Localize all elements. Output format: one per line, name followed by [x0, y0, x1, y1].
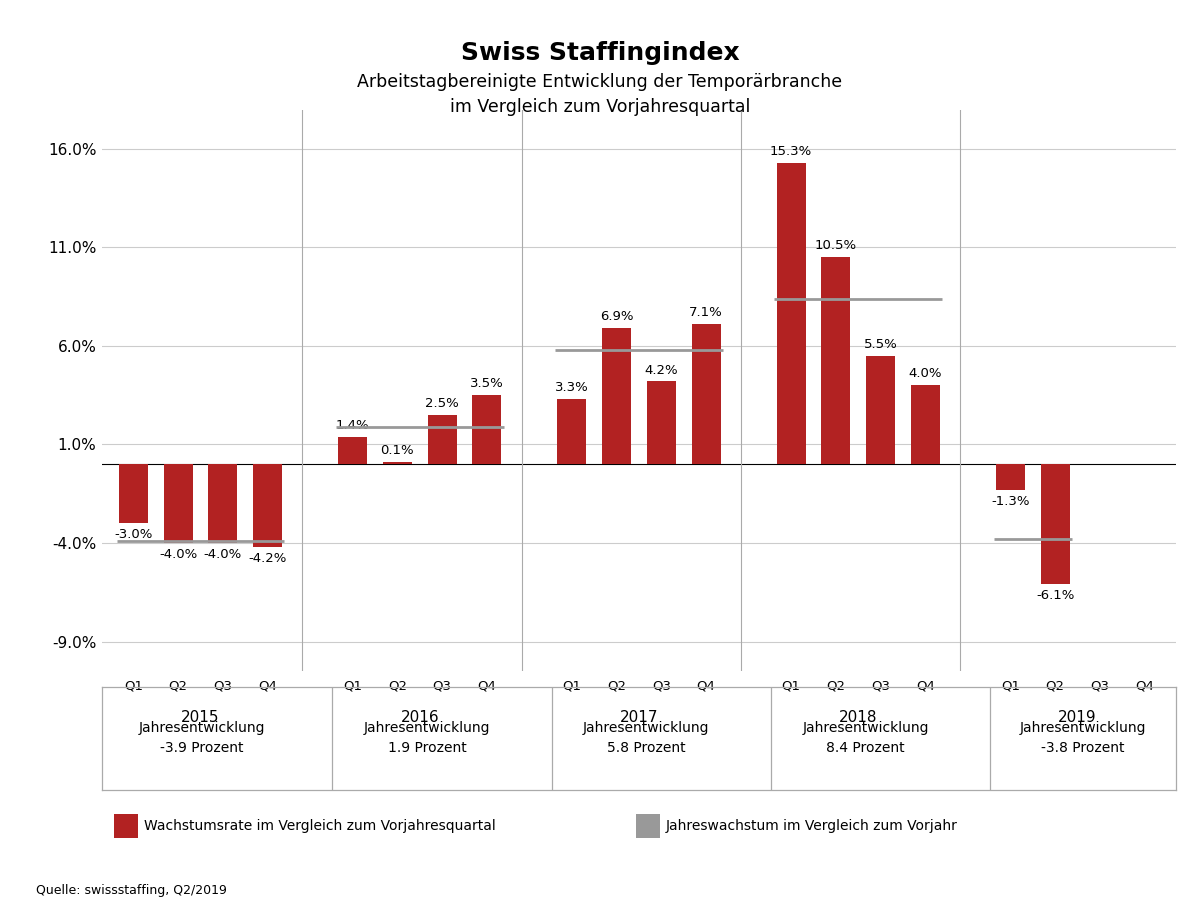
Text: Jahresentwicklung
1.9 Prozent: Jahresentwicklung 1.9 Prozent: [364, 721, 491, 755]
Text: Jahresentwicklung
-3.8 Prozent: Jahresentwicklung -3.8 Prozent: [1020, 721, 1146, 755]
Bar: [911, 385, 940, 464]
Text: Jahresentwicklung
5.8 Prozent: Jahresentwicklung 5.8 Prozent: [583, 721, 709, 755]
Bar: [691, 324, 721, 464]
Text: 2019: 2019: [1058, 710, 1097, 726]
Text: 3.3%: 3.3%: [554, 382, 589, 394]
Text: 4.0%: 4.0%: [908, 367, 942, 381]
Bar: [383, 462, 412, 464]
Text: Jahresentwicklung
8.4 Prozent: Jahresentwicklung 8.4 Prozent: [803, 721, 929, 755]
Bar: [163, 464, 193, 543]
Bar: [1040, 464, 1069, 584]
Text: -4.0%: -4.0%: [204, 548, 242, 561]
Text: -4.0%: -4.0%: [158, 548, 197, 561]
Text: 4.2%: 4.2%: [644, 363, 678, 376]
Text: 2.5%: 2.5%: [425, 397, 458, 410]
Bar: [602, 329, 631, 464]
Text: -4.2%: -4.2%: [248, 551, 287, 565]
Text: 6.9%: 6.9%: [600, 310, 634, 323]
Text: 1.4%: 1.4%: [336, 419, 370, 432]
Text: 0.1%: 0.1%: [380, 445, 414, 457]
Bar: [557, 399, 587, 464]
Text: Jahresentwicklung
-3.9 Prozent: Jahresentwicklung -3.9 Prozent: [139, 721, 265, 755]
Bar: [647, 382, 676, 464]
Text: 3.5%: 3.5%: [470, 377, 504, 391]
Bar: [338, 436, 367, 464]
Bar: [209, 464, 238, 543]
Bar: [776, 163, 805, 464]
Bar: [119, 464, 148, 523]
Text: 2017: 2017: [619, 710, 659, 726]
Text: 7.1%: 7.1%: [689, 307, 724, 320]
Bar: [866, 356, 895, 464]
Text: Swiss Staffingindex: Swiss Staffingindex: [461, 41, 739, 65]
Text: -1.3%: -1.3%: [991, 495, 1030, 508]
Text: Wachstumsrate im Vergleich zum Vorjahresquartal: Wachstumsrate im Vergleich zum Vorjahres…: [144, 819, 496, 834]
Text: 2015: 2015: [181, 710, 220, 726]
Text: 2018: 2018: [839, 710, 877, 726]
Text: 2016: 2016: [401, 710, 439, 726]
Text: -6.1%: -6.1%: [1036, 589, 1074, 603]
Bar: [473, 395, 502, 464]
Text: 5.5%: 5.5%: [864, 338, 898, 351]
Text: 10.5%: 10.5%: [815, 239, 857, 252]
Bar: [253, 464, 282, 547]
Bar: [821, 257, 851, 464]
Bar: [996, 464, 1025, 489]
Text: Arbeitstagbereinigte Entwicklung der Temporärbranche
im Vergleich zum Vorjahresq: Arbeitstagbereinigte Entwicklung der Tem…: [358, 73, 842, 116]
Text: Quelle: swissstaffing, Q2/2019: Quelle: swissstaffing, Q2/2019: [36, 884, 227, 897]
Text: 15.3%: 15.3%: [770, 145, 812, 158]
Text: Jahreswachstum im Vergleich zum Vorjahr: Jahreswachstum im Vergleich zum Vorjahr: [666, 819, 958, 834]
Text: -3.0%: -3.0%: [114, 529, 152, 541]
Bar: [427, 415, 457, 464]
